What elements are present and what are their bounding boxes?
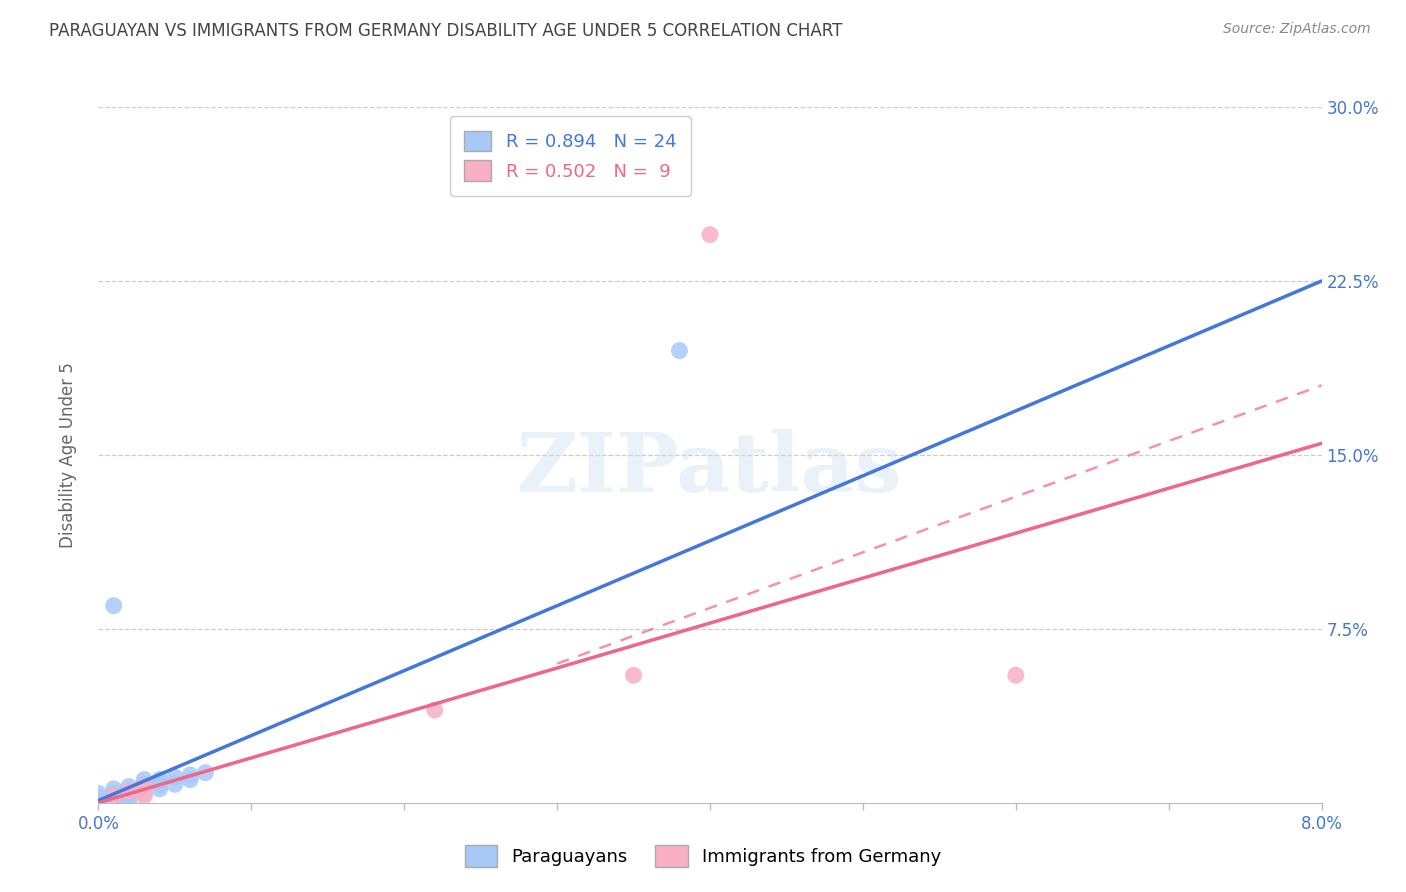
Point <box>103 599 125 613</box>
Point <box>668 343 690 358</box>
Point <box>103 789 125 803</box>
Text: PARAGUAYAN VS IMMIGRANTS FROM GERMANY DISABILITY AGE UNDER 5 CORRELATION CHART: PARAGUAYAN VS IMMIGRANTS FROM GERMANY DI… <box>49 22 842 40</box>
Legend: R = 0.894   N = 24, R = 0.502   N =  9: R = 0.894 N = 24, R = 0.502 N = 9 <box>450 116 690 195</box>
Point <box>87 791 110 805</box>
Legend: Paraguayans, Immigrants from Germany: Paraguayans, Immigrants from Germany <box>457 838 949 874</box>
Point <box>149 772 172 787</box>
Point <box>118 796 141 810</box>
Point <box>103 787 125 801</box>
Point <box>103 796 125 810</box>
Point <box>423 703 446 717</box>
Point <box>103 781 125 796</box>
Point <box>623 668 645 682</box>
Point <box>179 768 201 782</box>
Point <box>118 789 141 803</box>
Point <box>179 772 201 787</box>
Point <box>163 770 186 784</box>
Point <box>118 784 141 798</box>
Point <box>118 784 141 798</box>
Point <box>103 789 125 803</box>
Point <box>134 789 156 803</box>
Text: ZIPatlas: ZIPatlas <box>517 429 903 508</box>
Point <box>87 787 110 801</box>
Point <box>194 765 217 780</box>
Point <box>134 784 156 798</box>
Point <box>134 787 156 801</box>
Point <box>699 227 721 242</box>
Point <box>134 772 156 787</box>
Point <box>134 780 156 794</box>
Point <box>163 777 186 791</box>
Text: Source: ZipAtlas.com: Source: ZipAtlas.com <box>1223 22 1371 37</box>
Point <box>134 777 156 791</box>
Y-axis label: Disability Age Under 5: Disability Age Under 5 <box>59 362 77 548</box>
Point <box>149 781 172 796</box>
Point <box>134 781 156 796</box>
Point <box>1004 668 1026 682</box>
Point <box>149 777 172 791</box>
Point <box>118 780 141 794</box>
